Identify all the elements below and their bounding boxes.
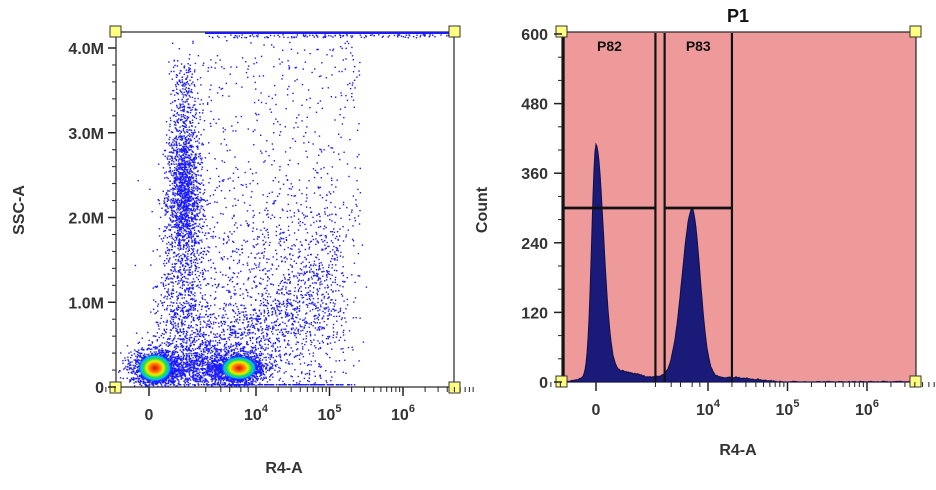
y-tick-label: 360 bbox=[521, 166, 548, 183]
x-axis-ticks: 0 104 105 106 bbox=[145, 387, 415, 424]
x-axis-ticks: 0 104 105 106 bbox=[592, 382, 879, 419]
y-tick: 480 bbox=[521, 97, 562, 114]
histogram-plot: P82 P83 0 120 240 360 480 600 0 104 105 106 P1 R4… bbox=[474, 6, 935, 459]
y-tick: 4.0M bbox=[68, 41, 116, 58]
x-tick-label: 0 bbox=[592, 402, 601, 419]
resize-handle[interactable] bbox=[909, 375, 922, 388]
x-axis-minor-ticks bbox=[550, 382, 935, 387]
y-tick-label: 120 bbox=[521, 305, 548, 322]
resize-handle[interactable] bbox=[109, 25, 122, 38]
gate-label: P82 bbox=[597, 38, 622, 54]
resize-handle[interactable] bbox=[448, 25, 461, 38]
x-tick: 104 bbox=[696, 382, 721, 419]
y-tick: 240 bbox=[521, 236, 562, 253]
y-tick: 3.0M bbox=[68, 126, 116, 143]
resize-handle[interactable] bbox=[555, 25, 568, 38]
gate-p82[interactable]: P82 bbox=[562, 33, 657, 382]
gate-label: P83 bbox=[686, 38, 711, 54]
y-axis-label: SSC-A bbox=[11, 185, 28, 235]
histogram-fill bbox=[562, 142, 916, 383]
gate-p83[interactable]: P83 bbox=[663, 33, 734, 382]
y-tick-label: 480 bbox=[521, 97, 548, 114]
y-axis-label: Count bbox=[474, 186, 491, 233]
x-tick: 0 bbox=[145, 387, 154, 424]
gates: P82 P83 bbox=[562, 33, 734, 382]
resize-handle[interactable] bbox=[909, 25, 922, 38]
y-tick-label: 3.0M bbox=[68, 126, 104, 143]
x-tick-label: 106 bbox=[855, 398, 879, 419]
y-tick-label: 0 bbox=[95, 380, 104, 397]
x-tick: 104 bbox=[244, 387, 269, 424]
x-axis-minor-ticks bbox=[105, 387, 474, 392]
y-tick-label: 240 bbox=[521, 236, 548, 253]
x-tick: 106 bbox=[391, 387, 415, 424]
y-tick-label: 600 bbox=[521, 27, 548, 44]
y-tick: 120 bbox=[521, 305, 562, 322]
y-axis-ticks: 0 1.0M 2.0M 3.0M 4.0M bbox=[68, 41, 116, 397]
y-tick: 1.0M bbox=[68, 295, 116, 312]
x-tick-label: 105 bbox=[776, 398, 800, 419]
scatter-plot: 0 1.0M 2.0M 3.0M 4.0M 0 104 105 106 R4-A SSC-A bbox=[11, 25, 474, 477]
x-tick-label: 0 bbox=[145, 407, 154, 424]
density-hotspot bbox=[221, 356, 257, 380]
y-tick-label: 4.0M bbox=[68, 41, 104, 58]
y-tick-label: 1.0M bbox=[68, 295, 104, 312]
y-tick-label: 2.0M bbox=[68, 211, 104, 228]
x-axis-label: R4-A bbox=[719, 442, 757, 459]
x-tick-label: 105 bbox=[318, 403, 342, 424]
y-axis-ticks: 0 120 240 360 480 600 bbox=[521, 27, 562, 392]
density-hotspot bbox=[138, 354, 172, 382]
x-tick-label: 104 bbox=[696, 398, 721, 419]
x-tick: 105 bbox=[776, 382, 800, 419]
y-tick: 2.0M bbox=[68, 211, 116, 228]
x-tick-label: 104 bbox=[244, 403, 269, 424]
x-tick: 106 bbox=[855, 382, 879, 419]
x-tick-label: 106 bbox=[391, 403, 415, 424]
x-axis-label: R4-A bbox=[265, 460, 303, 477]
chart-title: P1 bbox=[727, 6, 749, 26]
density-hotspots bbox=[138, 354, 257, 382]
y-tick-label: 0 bbox=[539, 375, 548, 392]
x-tick: 105 bbox=[318, 387, 342, 424]
x-tick: 0 bbox=[592, 382, 601, 419]
y-tick: 360 bbox=[521, 166, 562, 183]
